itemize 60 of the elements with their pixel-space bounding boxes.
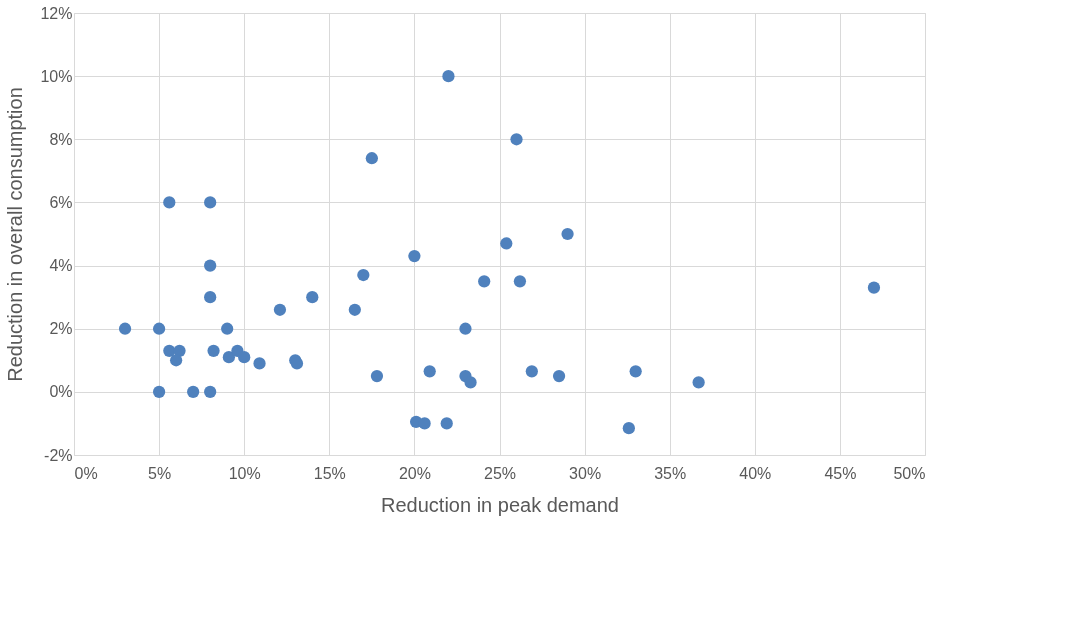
point (170, 354, 183, 367)
x-tick-label: 5% (148, 464, 172, 482)
x-tick-label: 0% (74, 464, 98, 482)
y-axis-title: Reduction in overall consumption (4, 87, 27, 382)
x-tick-label: 35% (654, 464, 687, 482)
point (442, 70, 455, 83)
point (152, 385, 166, 398)
x-tick-label: 30% (569, 464, 602, 482)
point (629, 365, 642, 378)
point (118, 322, 132, 335)
point (348, 303, 361, 316)
point (207, 344, 220, 357)
point (163, 196, 176, 209)
y-tick-label: 0% (49, 383, 73, 401)
point (513, 275, 527, 288)
point (459, 322, 472, 335)
point (622, 422, 635, 435)
point (464, 376, 477, 389)
point (187, 385, 200, 398)
point (510, 133, 523, 146)
x-tick-label: 20% (398, 464, 431, 482)
y-tick-label: 6% (49, 193, 73, 211)
point (152, 322, 166, 335)
point (561, 227, 574, 241)
y-tick-label: 4% (49, 257, 73, 275)
point (306, 291, 319, 304)
point (423, 365, 436, 378)
point (221, 322, 234, 335)
point (440, 417, 453, 430)
point (370, 369, 384, 383)
point (204, 259, 217, 272)
x-tick-label: 50% (893, 464, 926, 482)
x-tick-label: 15% (313, 464, 346, 482)
x-axis-title: Reduction in peak demand (381, 493, 619, 516)
point (365, 152, 378, 165)
y-tick-label: 10% (40, 67, 73, 85)
point (478, 275, 491, 288)
point (692, 376, 705, 389)
point (222, 351, 236, 364)
y-tick-label: 2% (49, 320, 73, 338)
y-tick-label: 8% (49, 130, 73, 148)
point (867, 281, 881, 294)
point (418, 417, 431, 430)
x-tick-label: 10% (228, 464, 261, 482)
point (204, 291, 217, 304)
point (238, 351, 251, 364)
y-tick-label: -2% (44, 446, 73, 464)
point (357, 268, 370, 282)
point (204, 385, 217, 398)
point (253, 357, 266, 370)
point (525, 365, 538, 378)
point (500, 237, 513, 250)
y-tick-label: 12% (40, 4, 73, 22)
x-tick-label: 25% (483, 464, 517, 482)
point (273, 303, 287, 316)
x-tick-label: 40% (739, 464, 772, 482)
point (552, 369, 566, 383)
point (408, 249, 421, 263)
x-tick-label: 45% (824, 464, 857, 482)
point (204, 196, 217, 209)
